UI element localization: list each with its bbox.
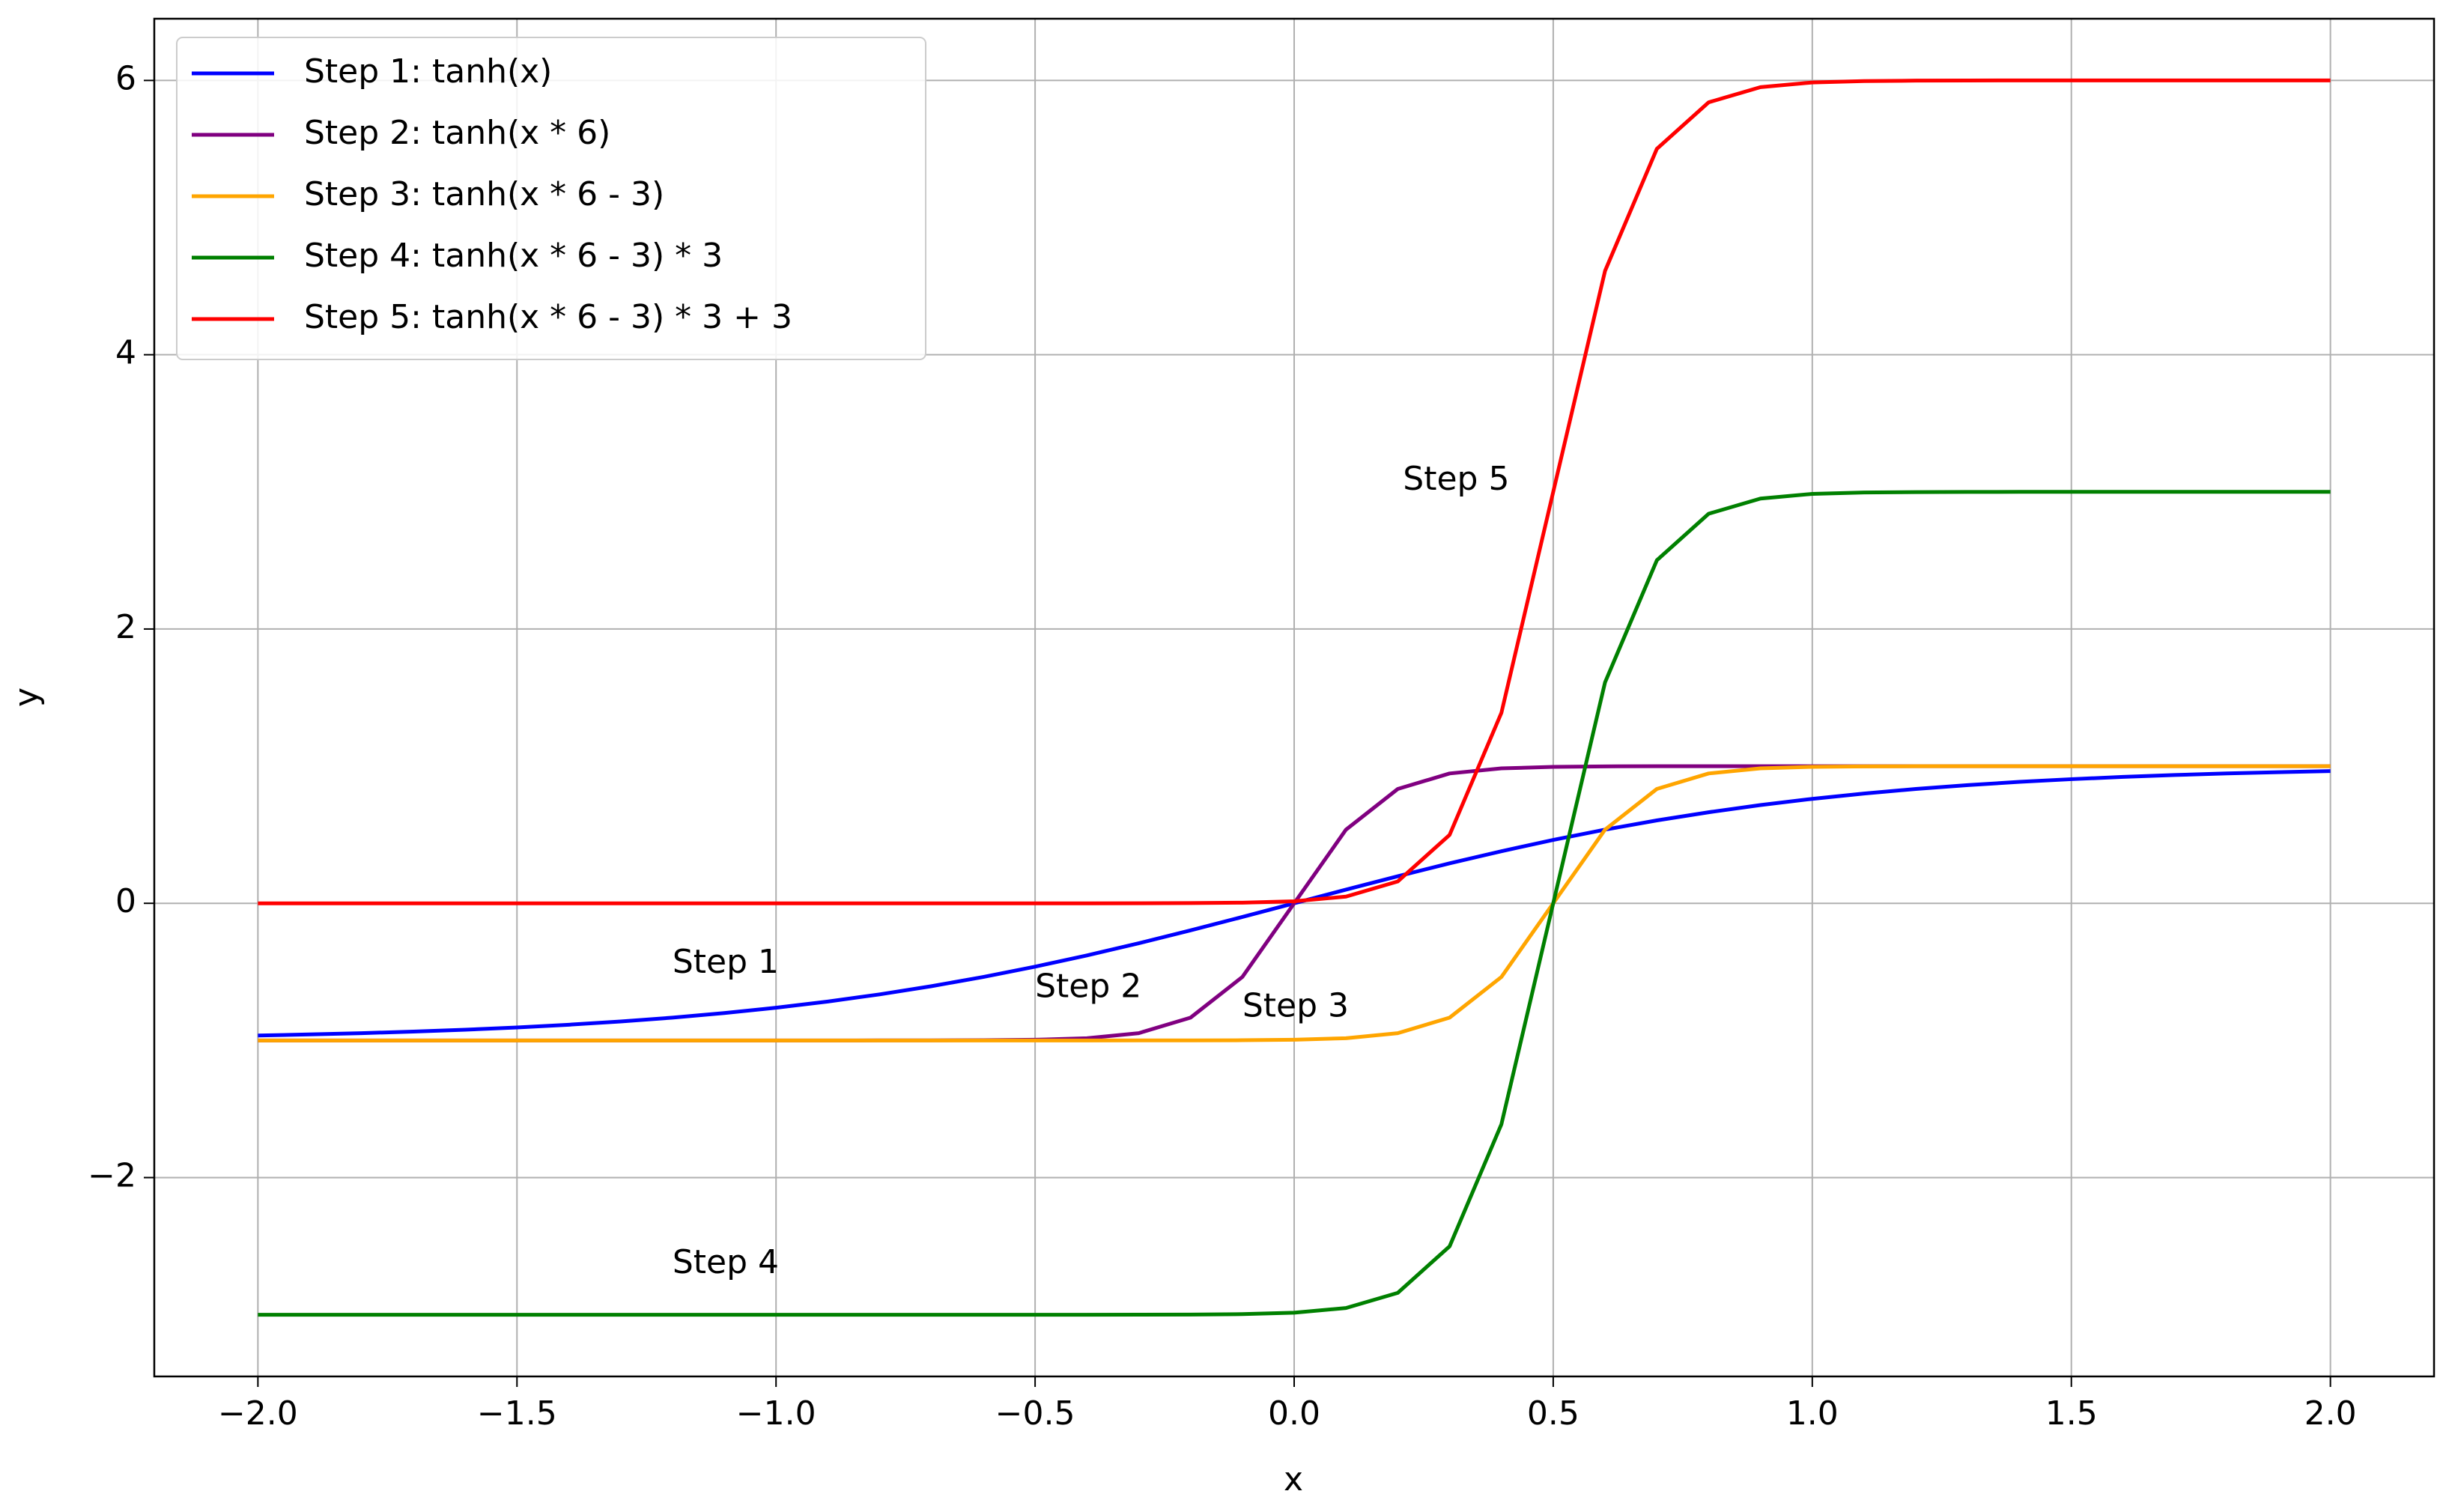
x-tick-label: −0.5	[995, 1394, 1075, 1433]
x-tick-label: −2.0	[218, 1394, 298, 1433]
plot-frame	[153, 17, 2436, 1378]
legend-label: Step 3: tanh(x * 6 - 3)	[304, 175, 664, 213]
series-line	[258, 490, 2331, 1317]
y-tick-label: −2	[88, 1156, 136, 1194]
annotation: Step 3	[1242, 986, 1349, 1024]
y-tick-label: 0	[115, 882, 136, 920]
series-line	[258, 78, 2331, 905]
annotation: Step 2	[1035, 968, 1141, 1006]
legend-label: Step 2: tanh(x * 6)	[304, 114, 610, 152]
annotation: Step 1	[673, 943, 779, 981]
y-tick-label: 4	[115, 334, 136, 372]
x-tick-label: −1.5	[477, 1394, 557, 1433]
x-tick-label: 1.5	[2045, 1394, 2098, 1433]
legend-label: Step 1: tanh(x)	[304, 52, 552, 91]
legend-label: Step 5: tanh(x * 6 - 3) * 3 + 3	[304, 298, 792, 336]
y-tick-label: 6	[115, 59, 136, 97]
x-tick-label: 2.0	[2304, 1394, 2357, 1433]
x-tick-label: 1.0	[1786, 1394, 1839, 1433]
x-tick-label: −1.0	[736, 1394, 816, 1433]
legend-label: Step 4: tanh(x * 6 - 3) * 3	[304, 237, 723, 275]
x-tick-label: 0.5	[1527, 1394, 1580, 1433]
legend-frame	[176, 37, 926, 360]
legend: Step 1: tanh(x) Step 2: tanh(x * 6) Step 3…	[176, 37, 926, 360]
y-tick-label: 2	[115, 608, 136, 646]
x-axis-label: x	[1284, 1460, 1303, 1499]
annotation: Step 4	[673, 1243, 779, 1281]
y-axis-label: y	[7, 687, 46, 707]
annotation: Step 5	[1403, 460, 1509, 498]
x-tick-label: 0.0	[1268, 1394, 1320, 1433]
series-line	[258, 764, 2331, 1042]
